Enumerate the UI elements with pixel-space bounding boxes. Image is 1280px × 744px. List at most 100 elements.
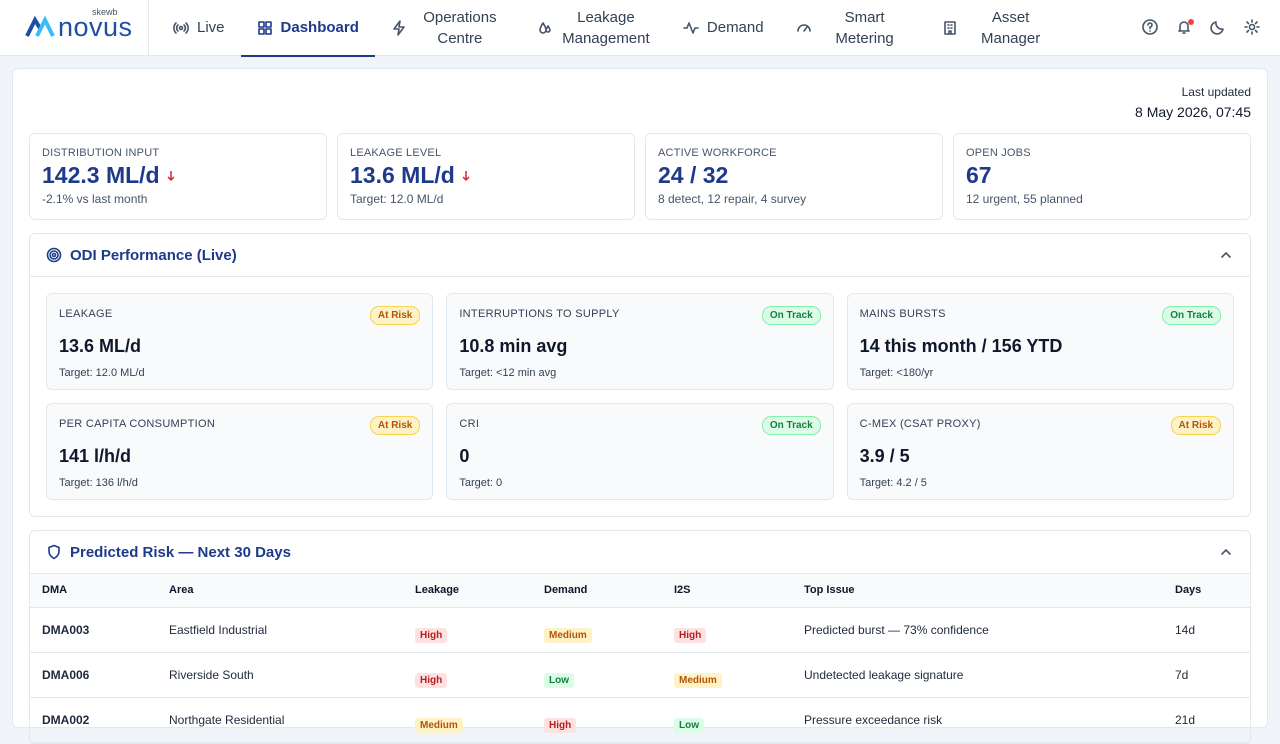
- settings-button[interactable]: [1244, 19, 1262, 37]
- kpi-value-row: 67: [966, 162, 1238, 189]
- nav-item[interactable]: Live: [157, 0, 241, 56]
- odi-card: INTERRUPTIONS TO SUPPLY On Track 10.8 min …: [446, 293, 834, 390]
- column-header: Demand: [532, 574, 662, 608]
- odi-value: 10.8 min avg: [459, 336, 568, 356]
- kpi-label: DISTRIBUTION INPUT: [42, 147, 160, 159]
- odi-grid: LEAKAGE At Risk 13.6 ML/d Target: 12.0 ML/d…: [30, 277, 1250, 516]
- odi-label: C-MEX (CSAT PROXY): [859, 418, 981, 430]
- nav-label: Demand: [706, 19, 764, 36]
- table-row[interactable]: DMA003 Eastfield Industrial High Medium High…: [30, 607, 1250, 653]
- target-icon: [46, 247, 62, 263]
- level-badge: High: [415, 627, 448, 643]
- notification-dot: [1188, 19, 1194, 25]
- kpi-card: LEAKAGE LEVEL 13.6 ML/d Target: 12.0 ML/d: [337, 133, 635, 220]
- table-header: DMA Area Leakage Demand I2S Top Issue Days: [30, 574, 1250, 608]
- kpi-label: LEAKAGE LEVEL: [350, 147, 442, 159]
- risk-header[interactable]: Predicted Risk — Next 30 Days: [30, 531, 1250, 574]
- odi-target: Target: <12 min avg: [459, 367, 557, 379]
- odi-value: 3.9 / 5: [859, 446, 910, 466]
- kpi-note: Target: 12.0 ML/d: [350, 192, 444, 206]
- logo[interactable]: skewb novus: [0, 0, 149, 56]
- kpi-label: ACTIVE WORKFORCE: [658, 147, 777, 159]
- kpi-row: DISTRIBUTION INPUT 142.3 ML/d -2.1% vs las…: [29, 133, 1251, 220]
- notifications-button[interactable]: [1176, 19, 1194, 37]
- table-cell: 14d: [1163, 607, 1250, 653]
- nav-item[interactable]: Smart Metering: [780, 0, 926, 56]
- odi-label: PER CAPITA CONSUMPTION: [59, 418, 216, 430]
- nav-item[interactable]: Dashboard: [240, 0, 376, 57]
- kpi-value-row: 24 / 32: [658, 162, 930, 189]
- last-updated-label: Last updated: [1181, 85, 1251, 99]
- table-cell: 7d: [1163, 652, 1250, 698]
- table-cell: High: [403, 652, 532, 698]
- odi-card: MAINS BURSTS On Track 14 this month / 156 …: [846, 293, 1234, 390]
- table-cell: Eastfield Industrial: [157, 607, 403, 653]
- nav-icon: [943, 20, 956, 35]
- nav-label: Smart Metering: [835, 8, 894, 47]
- main-card: Last updated 8 May 2026, 07:45 DISTRIBUT…: [12, 68, 1268, 744]
- column-header: Top Issue: [792, 574, 1163, 608]
- column-header: Leakage: [403, 574, 532, 608]
- odi-value: 0: [459, 446, 470, 466]
- odi-value: 13.6 ML/d: [59, 336, 142, 356]
- help-button[interactable]: [1142, 19, 1160, 37]
- risk-panel: Predicted Risk — Next 30 Days DMA Area Lea…: [29, 530, 1251, 744]
- nav-label: Operations Centre: [423, 8, 497, 47]
- level-badge: Low: [544, 672, 574, 688]
- nav-label: Asset Manager: [980, 8, 1041, 47]
- top-nav: skewb novus Live Dashboard Operations Centr…: [0, 0, 1280, 57]
- nav-item[interactable]: Operations Centre: [375, 0, 521, 56]
- table-body: DMA003 Eastfield Industrial High Medium High…: [30, 607, 1250, 743]
- nav-item[interactable]: Asset Manager: [926, 0, 1072, 56]
- odi-header[interactable]: ODI Performance (Live): [30, 234, 1250, 277]
- odi-target: Target: 12.0 ML/d: [59, 367, 145, 379]
- level-badge: High: [674, 627, 707, 643]
- level-badge: Medium: [674, 672, 722, 688]
- brand: novus: [58, 12, 133, 42]
- table-cell: Medium: [662, 652, 792, 698]
- odi-card: C-MEX (CSAT PROXY) At Risk 3.9 / 5 Target: …: [846, 403, 1234, 500]
- nav-items: Live Dashboard Operations Centre Leakage Ma…: [157, 0, 1072, 57]
- table-cell: Predicted burst — 73% confidence: [792, 607, 1163, 653]
- nav-icon: [539, 21, 551, 34]
- kpi-note: 12 urgent, 55 planned: [966, 192, 1083, 206]
- risk-title: Predicted Risk — Next 30 Days: [70, 543, 291, 561]
- table-cell: Medium: [532, 607, 662, 653]
- nav-icon: [257, 20, 272, 35]
- kpi-card: OPEN JOBS 67 12 urgent, 55 planned: [953, 133, 1251, 220]
- nav-item[interactable]: Leakage Management: [521, 0, 667, 56]
- table-cell: Low: [532, 652, 662, 698]
- status-badge: At Risk: [369, 306, 421, 325]
- odi-panel: ODI Performance (Live) LEAKAGE At Risk 13.…: [29, 233, 1251, 517]
- odi-value: 14 this month / 156 YTD: [859, 336, 1063, 356]
- odi-target: Target: 0: [459, 477, 503, 489]
- odi-card: PER CAPITA CONSUMPTION At Risk 141 l/h/d Ta…: [46, 403, 434, 500]
- kpi-value-row: 142.3 ML/d: [42, 162, 314, 189]
- nav-item[interactable]: Demand: [667, 0, 780, 56]
- logo-mark: [25, 15, 55, 37]
- nav-icon: [173, 21, 189, 34]
- nav-icon: [393, 19, 405, 36]
- table-cell: DMA003: [30, 607, 157, 653]
- kpi-value: 24 / 32: [658, 162, 729, 188]
- theme-button[interactable]: [1210, 19, 1228, 37]
- kpi-value: 13.6 ML/d: [350, 162, 455, 188]
- status-badge: At Risk: [1170, 416, 1221, 435]
- table-row[interactable]: DMA006 Riverside South High Low Medium Undete…: [30, 652, 1250, 698]
- status-badge: At Risk: [369, 416, 421, 435]
- brand-small: skewb: [92, 7, 118, 17]
- table-cell: Undetected leakage signature: [792, 652, 1163, 698]
- collapse-icon[interactable]: [1218, 544, 1234, 560]
- kpi-note: -2.1% vs last month: [42, 192, 148, 206]
- kpi-label: OPEN JOBS: [966, 147, 1031, 159]
- collapse-icon[interactable]: [1218, 247, 1234, 263]
- odi-title: ODI Performance (Live): [70, 246, 237, 264]
- odi-label: INTERRUPTIONS TO SUPPLY: [459, 308, 620, 320]
- odi-label: LEAKAGE: [59, 308, 113, 320]
- nav-icon: [796, 23, 811, 32]
- trend-arrow: [462, 170, 470, 181]
- nav-label: Dashboard: [280, 19, 359, 36]
- table-cell: High: [403, 607, 532, 653]
- nav-label: Leakage Management: [562, 8, 650, 47]
